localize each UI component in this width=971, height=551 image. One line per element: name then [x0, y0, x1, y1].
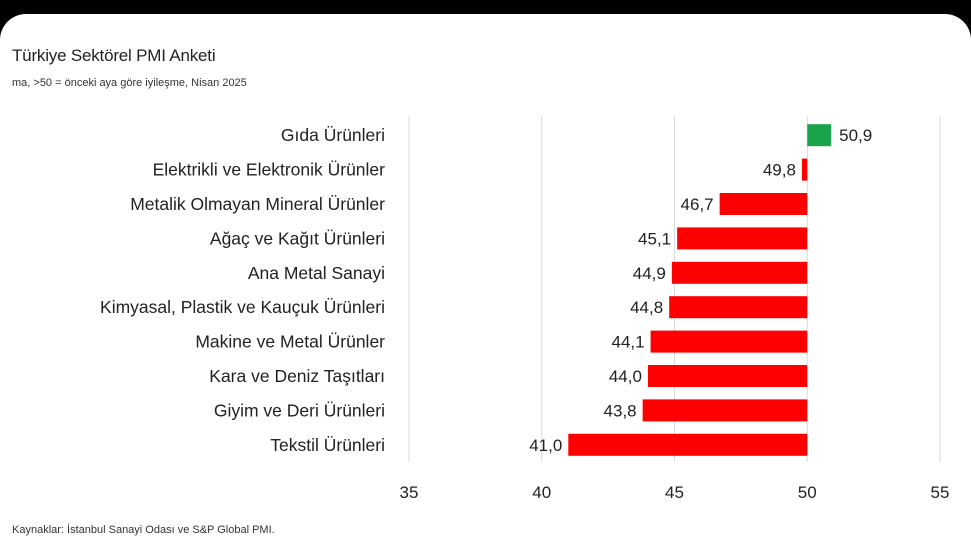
- data-label: 44,8: [630, 298, 663, 317]
- bar: [669, 296, 808, 319]
- data-label: 41,0: [529, 436, 562, 455]
- data-label: 44,0: [609, 367, 642, 386]
- bar: [801, 158, 808, 181]
- chart-title: Türkiye Sektörel PMI Anketi: [12, 46, 216, 65]
- category-label: Kara ve Deniz Taşıtları: [209, 366, 385, 386]
- data-label: 43,8: [604, 401, 637, 420]
- chart-card: Türkiye Sektörel PMI Anketi ma, >50 = ön…: [0, 14, 971, 551]
- x-tick-label: 55: [931, 483, 950, 502]
- x-tick-label: 50: [798, 483, 817, 502]
- data-label: 44,9: [633, 264, 666, 283]
- x-tick-label: 45: [665, 483, 684, 502]
- bar: [642, 399, 808, 422]
- chart-source: Kaynaklar: İstanbul Sanayi Odası ve S&P …: [12, 524, 275, 536]
- data-label: 45,1: [638, 229, 671, 248]
- x-tick-label: 40: [532, 483, 551, 502]
- category-label: Kimyasal, Plastik ve Kauçuk Ürünleri: [100, 297, 385, 317]
- category-label: Ana Metal Sanayi: [248, 263, 385, 283]
- data-label: 46,7: [681, 195, 714, 214]
- bar: [671, 261, 808, 284]
- category-label: Giyim ve Deri Ürünleri: [214, 400, 385, 420]
- data-label: 50,9: [839, 126, 872, 145]
- bar: [677, 227, 808, 250]
- category-label: Gıda Ürünleri: [281, 125, 385, 145]
- bar: [647, 365, 808, 387]
- category-label: Elektrikli ve Elektronik Ürünler: [153, 160, 386, 180]
- data-label: 44,1: [612, 333, 645, 352]
- bar: [719, 193, 808, 215]
- category-label: Ağaç ve Kağıt Ürünleri: [210, 228, 385, 248]
- data-label: 49,8: [763, 161, 796, 180]
- chart-subtitle: ma, >50 = önceki aya göre iyileşme, Nisa…: [12, 77, 247, 89]
- category-label: Makine ve Metal Ürünler: [195, 332, 385, 352]
- bar: [568, 433, 808, 456]
- bar: [650, 330, 808, 353]
- category-label: Metalik Olmayan Mineral Ürünler: [130, 194, 385, 214]
- category-label: Tekstil Ürünleri: [270, 435, 385, 455]
- bar: [807, 124, 832, 147]
- x-tick-label: 35: [400, 483, 419, 502]
